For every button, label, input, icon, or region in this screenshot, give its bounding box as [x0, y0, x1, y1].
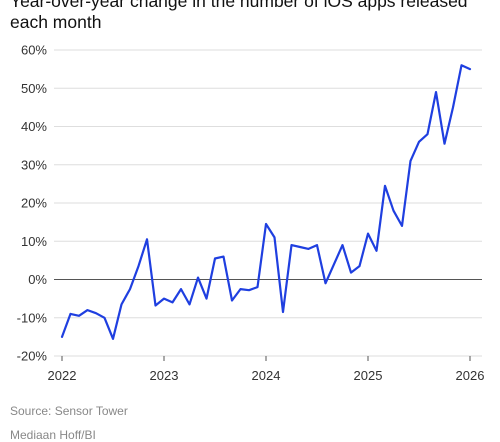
y-tick-label: 50% — [21, 81, 47, 96]
y-axis-ticks: 60% 50% 40% 30% 20% 10% 0% -10% -20% — [17, 43, 48, 364]
y-tick-label: 0% — [28, 272, 47, 287]
y-tick-label: 30% — [21, 157, 47, 172]
y-tick-label: 60% — [21, 43, 47, 58]
y-tick-label: -10% — [17, 310, 48, 325]
credit-note: Mediaan Hoff/BI — [10, 428, 96, 442]
source-note: Source: Sensor Tower — [10, 404, 128, 418]
y-tick-label: -20% — [17, 349, 48, 364]
y-tick-label: 10% — [21, 234, 47, 249]
x-axis-ticks: 2022 2023 2024 2025 2026 — [48, 356, 485, 383]
x-tick-label: 2026 — [456, 368, 485, 383]
series-line — [60, 64, 472, 340]
x-tick-label: 2025 — [354, 368, 383, 383]
y-tick-label: 40% — [21, 119, 47, 134]
grid-lines — [54, 49, 482, 357]
x-tick-label: 2022 — [48, 368, 77, 383]
x-tick-label: 2023 — [150, 368, 179, 383]
y-tick-label: 20% — [21, 196, 47, 211]
line-chart: 60%50%40%30%20%10%0%-10%-20% 2022 2023 202… — [17, 43, 485, 384]
data-points — [60, 64, 471, 341]
chart-title: Year-over-year change in the number of i… — [10, 0, 468, 32]
x-tick-label: 2024 — [252, 368, 281, 383]
